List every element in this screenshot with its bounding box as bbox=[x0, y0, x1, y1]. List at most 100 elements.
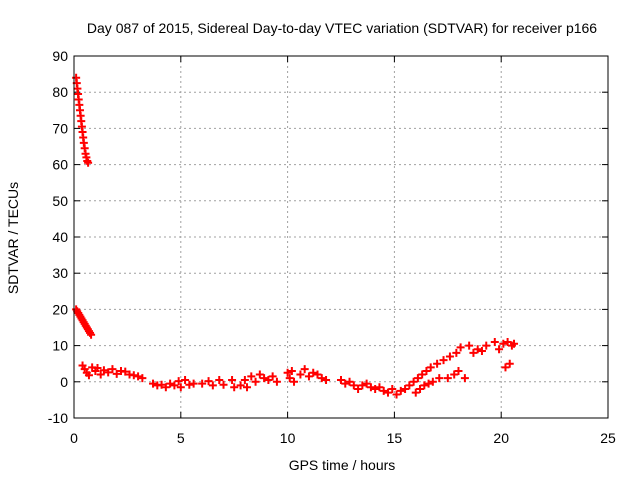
data-point bbox=[392, 390, 401, 399]
data-point bbox=[138, 374, 147, 383]
data-point bbox=[443, 374, 452, 383]
y-tick-label: -10 bbox=[48, 410, 68, 426]
y-tick-labels: -10 0 10 20 30 40 50 60 70 80 90 bbox=[48, 48, 68, 426]
data-point bbox=[236, 381, 245, 390]
data-point bbox=[405, 381, 414, 390]
data-point bbox=[185, 380, 194, 389]
y-tick-label: 60 bbox=[52, 157, 68, 173]
data-point bbox=[170, 381, 179, 390]
data-point bbox=[87, 330, 96, 339]
y-tick-label: 0 bbox=[60, 374, 68, 390]
data-point bbox=[309, 368, 318, 377]
data-point bbox=[304, 372, 313, 381]
data-point bbox=[499, 339, 508, 348]
data-point bbox=[341, 379, 350, 388]
data-point bbox=[439, 356, 448, 365]
data-point bbox=[268, 372, 277, 381]
y-tick-label: 70 bbox=[52, 120, 68, 136]
data-point bbox=[379, 386, 388, 395]
data-point bbox=[189, 379, 198, 388]
data-point bbox=[112, 369, 121, 378]
data-point bbox=[84, 371, 93, 380]
y-axis-label: SDTVAR / TECUs bbox=[5, 182, 21, 294]
data-point bbox=[287, 366, 296, 375]
data-point bbox=[409, 377, 418, 386]
data-point bbox=[375, 383, 384, 392]
data-point bbox=[255, 370, 264, 379]
data-point bbox=[322, 375, 331, 384]
data-point bbox=[383, 388, 392, 397]
y-tick-label: 10 bbox=[52, 338, 68, 354]
data-point bbox=[285, 374, 294, 383]
data-point bbox=[428, 377, 437, 386]
data-point bbox=[401, 385, 410, 394]
data-points bbox=[72, 73, 519, 399]
data-point bbox=[121, 367, 130, 376]
data-point bbox=[296, 370, 305, 379]
x-axis-label: GPS time / hours bbox=[289, 457, 396, 473]
data-point bbox=[413, 374, 422, 383]
chart-title: Day 087 of 2015, Sidereal Day-to-day VTE… bbox=[87, 20, 597, 36]
data-point bbox=[157, 380, 166, 389]
data-point bbox=[362, 379, 371, 388]
data-point bbox=[198, 379, 207, 388]
data-point bbox=[96, 370, 105, 379]
data-point bbox=[161, 383, 170, 392]
data-point bbox=[349, 381, 358, 390]
data-point bbox=[317, 374, 326, 383]
data-point bbox=[264, 375, 273, 384]
data-point bbox=[358, 381, 367, 390]
data-point bbox=[473, 345, 482, 354]
x-tick-label: 10 bbox=[280, 430, 296, 446]
data-point bbox=[240, 375, 249, 384]
data-point bbox=[388, 385, 397, 394]
x-tick-label: 25 bbox=[600, 430, 616, 446]
data-point bbox=[251, 377, 260, 386]
data-point bbox=[452, 348, 461, 357]
plot-frame bbox=[73, 55, 609, 419]
gridlines bbox=[74, 56, 608, 418]
data-point bbox=[354, 385, 363, 394]
data-point bbox=[454, 366, 463, 375]
data-point bbox=[416, 385, 425, 394]
data-point bbox=[510, 339, 519, 348]
data-point bbox=[219, 380, 228, 389]
data-point bbox=[149, 379, 158, 388]
data-point bbox=[450, 370, 459, 379]
y-tick-label: 30 bbox=[52, 265, 68, 281]
data-point bbox=[337, 375, 345, 384]
data-point bbox=[313, 370, 322, 379]
data-point bbox=[422, 366, 431, 375]
x-tick-labels: 0 5 10 15 20 25 bbox=[70, 430, 616, 446]
data-point bbox=[366, 383, 375, 392]
data-point bbox=[166, 379, 175, 388]
data-point bbox=[230, 383, 239, 392]
data-point bbox=[495, 345, 504, 354]
data-point bbox=[482, 341, 491, 350]
data-point bbox=[469, 348, 478, 357]
data-point bbox=[435, 374, 444, 383]
data-point bbox=[129, 371, 138, 380]
data-point bbox=[283, 368, 292, 377]
data-point bbox=[290, 377, 299, 386]
data-point bbox=[176, 383, 185, 392]
data-point bbox=[418, 370, 427, 379]
data-point bbox=[181, 375, 190, 384]
data-point bbox=[345, 377, 354, 386]
x-tick-label: 15 bbox=[387, 430, 403, 446]
data-point bbox=[134, 372, 143, 381]
x-tick-label: 0 bbox=[70, 430, 78, 446]
x-tick-label: 20 bbox=[493, 430, 509, 446]
data-point bbox=[501, 363, 510, 372]
data-point bbox=[426, 363, 435, 372]
data-point bbox=[456, 343, 465, 352]
data-point bbox=[396, 386, 405, 395]
y-tick-label: 40 bbox=[52, 229, 68, 245]
data-point bbox=[93, 364, 102, 373]
data-point bbox=[505, 359, 514, 368]
data-point bbox=[208, 381, 217, 390]
data-point bbox=[420, 381, 429, 390]
y-tick-label: 90 bbox=[52, 48, 68, 64]
y-tick-label: 50 bbox=[52, 193, 68, 209]
